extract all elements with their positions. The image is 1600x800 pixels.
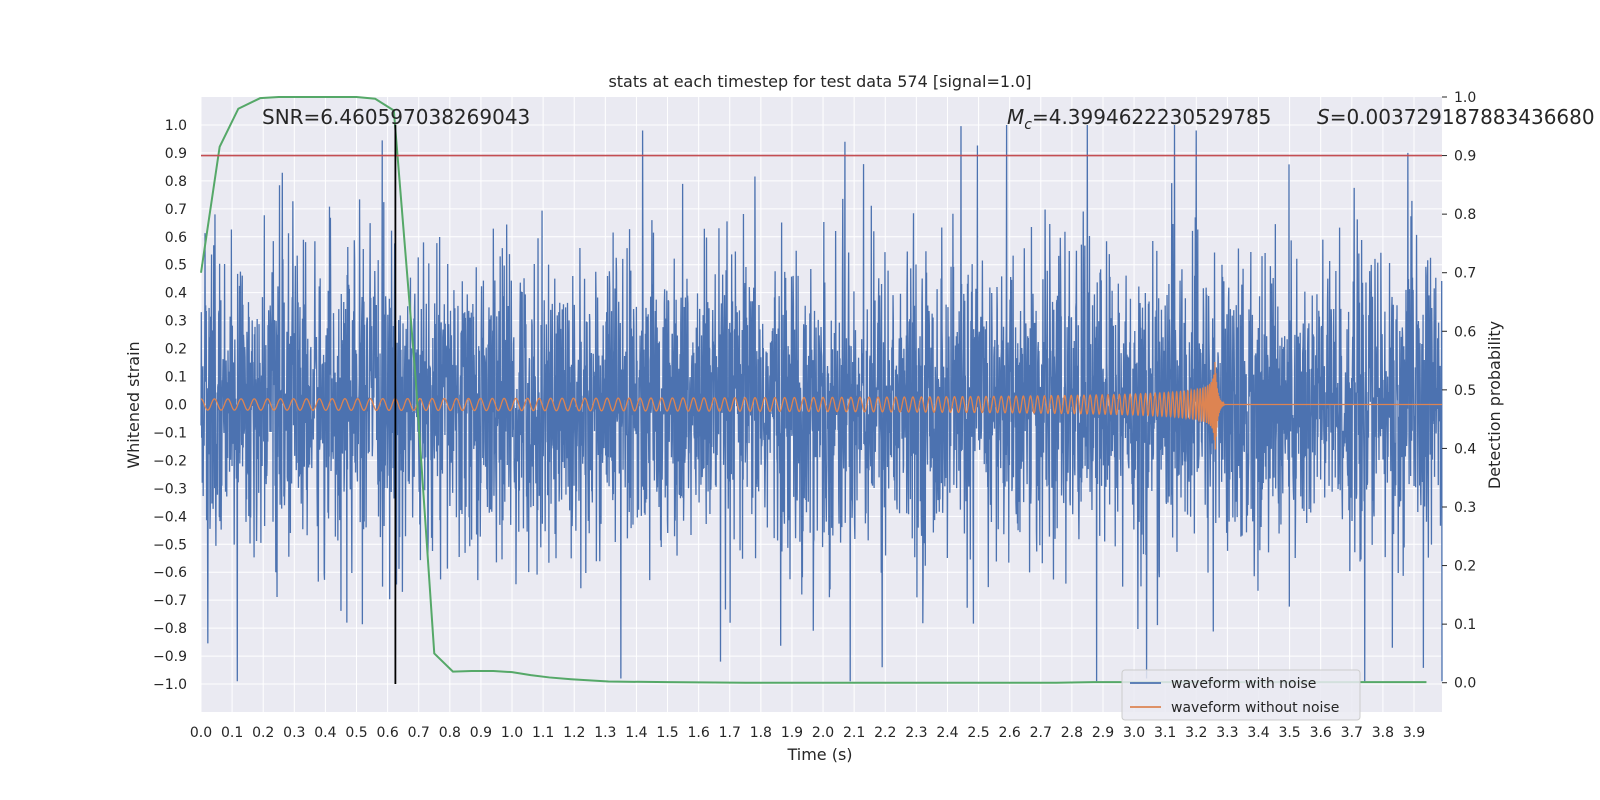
y-right-tick-label: 0.8 [1454,207,1476,223]
x-tick-label: 3.7 [1341,725,1363,741]
y-left-tick-label: 0.7 [165,202,187,218]
y-axis-right-label: Detection probability [1485,321,1504,489]
x-tick-label: 0.0 [190,725,212,741]
x-tick-label: 0.8 [439,725,461,741]
x-tick-label: 1.4 [625,725,647,741]
y-left-tick-label: −0.9 [153,649,187,665]
y-right-tick-label: 0.7 [1454,266,1476,282]
x-tick-label: 2.2 [874,725,896,741]
chart-title: stats at each timestep for test data 574… [608,72,1031,91]
x-tick-label: 3.6 [1310,725,1332,741]
y-right-tick-label: 0.0 [1454,676,1476,692]
detection-probability-line [200,96,1427,684]
y-axis-left-ticks: 1.0 0.9 0.8 0.7 0.6 0.5 0.4 0.3 0.2 0.1 0.0 −0.1 −0.… [153,118,187,693]
x-tick-label: 1.5 [656,725,678,741]
x-tick-label: 0.1 [221,725,243,741]
x-tick-label: 1.7 [719,725,741,741]
x-tick-label: 0.6 [376,725,398,741]
y-left-tick-label: −0.5 [153,537,187,553]
x-tick-label: 2.3 [905,725,927,741]
y-left-tick-label: 0.0 [165,398,187,414]
series-detection-probability [200,96,1427,684]
y-left-tick-label: 0.1 [165,370,187,386]
x-tick-label: 3.4 [1247,725,1269,741]
x-tick-label: 1.8 [750,725,772,741]
y-right-tick-label: 0.4 [1454,441,1476,457]
x-tick-label: 1.2 [563,725,585,741]
y-axis-left-label: Whitened strain [124,341,143,468]
y-right-tick-label: 0.2 [1454,559,1476,575]
x-tick-label: 2.4 [936,725,958,741]
x-axis-label: Time (s) [786,745,852,764]
chirp-mass-annotation: Mc=4.3994622230529785 [1007,105,1271,133]
y-left-tick-label: −0.2 [153,453,187,469]
y-right-tick-label: 0.9 [1454,149,1476,165]
y-left-tick-label: −0.3 [153,481,187,497]
x-tick-label: 3.3 [1216,725,1238,741]
x-tick-label: 0.3 [283,725,305,741]
overlays [201,124,1442,685]
x-tick-label: 1.9 [781,725,803,741]
y-left-tick-label: 0.2 [165,342,187,358]
y-left-tick-label: 0.4 [165,286,187,302]
y-left-tick-label: −1.0 [153,677,187,693]
x-tick-label: 1.6 [688,725,710,741]
x-tick-label: 2.5 [967,725,989,741]
x-tick-label: 0.2 [252,725,274,741]
x-tick-label: 1.0 [501,725,523,741]
y-left-tick-label: 0.8 [165,174,187,190]
y-left-tick-label: 1.0 [165,118,187,134]
x-tick-label: 2.9 [1092,725,1114,741]
x-tick-label: 0.7 [408,725,430,741]
x-tick-label: 3.0 [1123,725,1145,741]
y-left-tick-label: −0.8 [153,621,187,637]
x-tick-label: 2.6 [999,725,1021,741]
y-left-tick-label: −0.4 [153,509,187,525]
legend-label-clean: waveform without noise [1171,700,1339,716]
y-axis-right-ticks: 1.0 0.9 0.8 0.7 0.6 0.5 0.4 0.3 0.2 0.1 0.0 [1442,90,1476,692]
legend-label-noise: waveform with noise [1171,676,1316,692]
legend: waveform with noise waveform without noi… [1121,669,1361,721]
y-right-tick-label: 0.1 [1454,617,1476,633]
y-left-tick-label: −0.7 [153,593,187,609]
s-annotation: S=0.003729187883436680 [1317,105,1595,129]
noise-waveform-line [200,124,1443,682]
x-tick-label: 3.2 [1185,725,1207,741]
y-left-tick-label: 0.5 [165,258,187,274]
series-waveform-with-noise [200,124,1443,682]
clean-waveform-line [200,361,1442,450]
series-waveform-without-noise [200,361,1442,450]
x-tick-label: 3.8 [1372,725,1394,741]
y-left-tick-label: 0.9 [165,146,187,162]
x-tick-label: 0.4 [314,725,336,741]
x-tick-label: 2.8 [1061,725,1083,741]
x-tick-label: 1.3 [594,725,616,741]
y-left-tick-label: −0.6 [153,565,187,581]
snr-annotation: SNR=6.460597038269043 [262,105,530,129]
x-tick-label: 0.5 [345,725,367,741]
legend-box [1121,669,1361,721]
y-right-tick-label: 0.6 [1454,324,1476,340]
y-left-tick-label: 0.6 [165,230,187,246]
x-tick-label: 1.1 [532,725,554,741]
x-tick-label: 2.7 [1030,725,1052,741]
y-right-tick-label: 0.5 [1454,383,1476,399]
y-left-tick-label: −0.1 [153,425,187,441]
y-right-tick-label: 1.0 [1454,90,1476,106]
x-tick-label: 0.9 [470,725,492,741]
x-tick-label: 3.5 [1278,725,1300,741]
x-tick-label: 3.9 [1403,725,1425,741]
y-right-tick-label: 0.3 [1454,500,1476,516]
x-tick-label: 2.0 [812,725,834,741]
y-left-tick-label: 0.3 [165,314,187,330]
x-tick-label: 3.1 [1154,725,1176,741]
x-tick-label: 2.1 [843,725,865,741]
x-axis-ticks: 0.0 0.1 0.2 0.3 0.4 0.5 0.6 0.7 0.8 0.9 1.0 1.1 1.2 1… [190,725,1425,741]
